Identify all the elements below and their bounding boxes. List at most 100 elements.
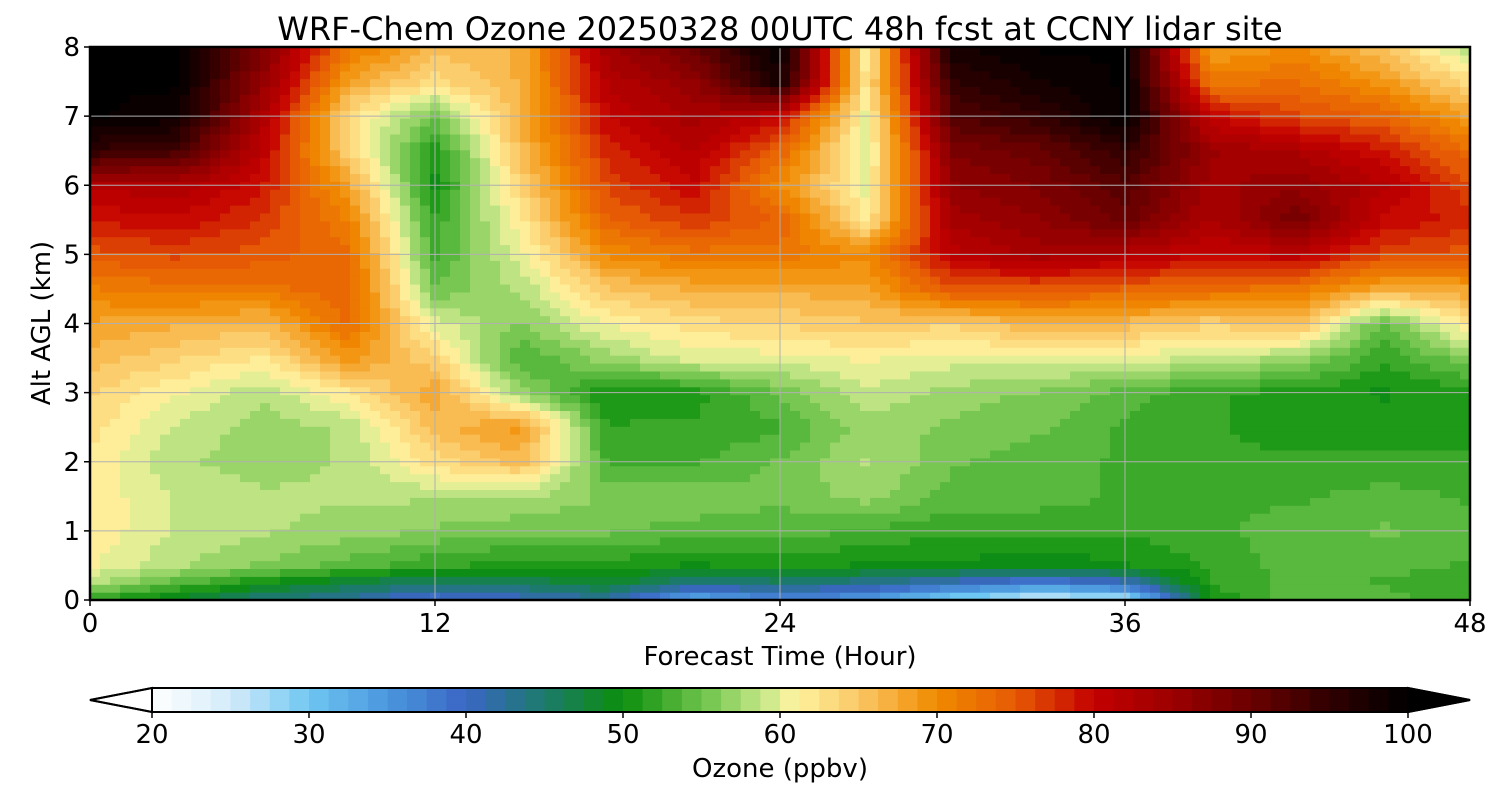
heatmap-cell (460, 418, 471, 427)
heatmap-cell (560, 473, 571, 483)
heatmap-cell (710, 513, 721, 522)
heatmap-cell (550, 465, 561, 475)
heatmap-cell (1390, 378, 1401, 388)
heatmap-cell (1030, 528, 1041, 538)
heatmap-cell (930, 544, 941, 554)
heatmap-cell (160, 552, 171, 562)
heatmap-cell (260, 528, 271, 538)
heatmap-cell (1030, 386, 1041, 396)
heatmap-cell (1070, 370, 1081, 380)
heatmap-cell (530, 465, 541, 475)
heatmap-cell (250, 544, 261, 554)
heatmap-cell (960, 528, 971, 538)
heatmap-cell (630, 426, 641, 435)
heatmap-cell (330, 489, 341, 498)
heatmap-cell (810, 315, 821, 325)
heatmap-cell (1310, 544, 1321, 554)
heatmap-cell (540, 370, 551, 380)
heatmap-cell (640, 315, 651, 325)
heatmap-cell (200, 363, 211, 372)
heatmap-cell (330, 544, 341, 554)
heatmap-cell (580, 592, 591, 600)
heatmap-cell (1360, 442, 1371, 451)
heatmap-cell (600, 505, 611, 514)
heatmap-cell (130, 331, 141, 340)
heatmap-cell (1340, 449, 1351, 459)
heatmap-cell (450, 426, 461, 435)
heatmap-cell (1230, 536, 1241, 546)
heatmap-cell (1140, 497, 1151, 506)
heatmap-cell (1050, 339, 1061, 348)
heatmap-cell (1360, 584, 1371, 593)
heatmap-cell (210, 323, 221, 332)
heatmap-cell (1400, 426, 1411, 435)
heatmap-cell (630, 473, 641, 483)
heatmap-cell (930, 465, 941, 475)
heatmap-cell (520, 347, 531, 356)
heatmap-cell (1350, 323, 1361, 332)
heatmap-cell (380, 347, 391, 356)
heatmap-cell (800, 568, 811, 577)
heatmap-cell (680, 497, 691, 506)
heatmap-cell (1400, 528, 1411, 538)
heatmap-cell (930, 584, 941, 593)
heatmap-cell (800, 576, 811, 585)
heatmap-cell (1150, 552, 1161, 562)
heatmap-cell (300, 505, 311, 514)
heatmap-cell (790, 363, 801, 372)
heatmap-cell (780, 378, 791, 388)
heatmap-cell (380, 505, 391, 514)
heatmap-cell (200, 410, 211, 419)
heatmap-cell (150, 513, 161, 522)
heatmap-cell (390, 536, 401, 546)
heatmap-cell (960, 544, 971, 554)
heatmap-cell (1370, 363, 1381, 372)
heatmap-cell (1430, 497, 1441, 506)
heatmap-cell (610, 394, 621, 404)
heatmap-cell (1350, 536, 1361, 546)
heatmap-cell (290, 331, 301, 340)
heatmap-cell (350, 418, 361, 427)
heatmap-cell (440, 331, 451, 340)
heatmap-cell (340, 339, 351, 348)
heatmap-cell (1390, 418, 1401, 427)
heatmap-cell (890, 339, 901, 348)
heatmap-cell (900, 528, 911, 538)
heatmap-cell (240, 394, 251, 404)
heatmap-cell (700, 426, 711, 435)
heatmap-cell (690, 323, 701, 332)
heatmap-cell (660, 505, 671, 514)
heatmap-cell (520, 544, 531, 554)
heatmap-cell (340, 386, 351, 396)
heatmap-cell (950, 378, 961, 388)
heatmap-cell (360, 434, 371, 443)
heatmap-cell (1370, 323, 1381, 332)
heatmap-cell (180, 473, 191, 483)
heatmap-cell (920, 410, 931, 419)
heatmap-cell (1250, 426, 1261, 435)
heatmap-cell (480, 521, 491, 530)
heatmap-cell (1410, 473, 1421, 483)
heatmap-cell (670, 528, 681, 538)
heatmap-cell (1200, 347, 1211, 356)
heatmap-cell (1450, 386, 1461, 396)
heatmap-cell (1380, 489, 1391, 498)
heatmap-cell (490, 544, 501, 554)
heatmap-cell (150, 489, 161, 498)
heatmap-cell (1040, 544, 1051, 554)
heatmap-cell (400, 426, 411, 435)
heatmap-cell (1250, 552, 1261, 562)
heatmap-cell (450, 489, 461, 498)
heatmap-cell (260, 418, 271, 427)
heatmap-cell (440, 576, 451, 585)
heatmap-cell (110, 576, 121, 585)
heatmap-cell (1280, 544, 1291, 554)
heatmap-cell (830, 521, 841, 530)
heatmap-cell (1040, 449, 1051, 459)
heatmap-cell (360, 528, 371, 538)
heatmap-cell (530, 449, 541, 459)
heatmap-cell (1030, 505, 1041, 514)
heatmap-cell (220, 347, 231, 356)
heatmap-cell (760, 481, 771, 490)
heatmap-cell (640, 394, 651, 404)
